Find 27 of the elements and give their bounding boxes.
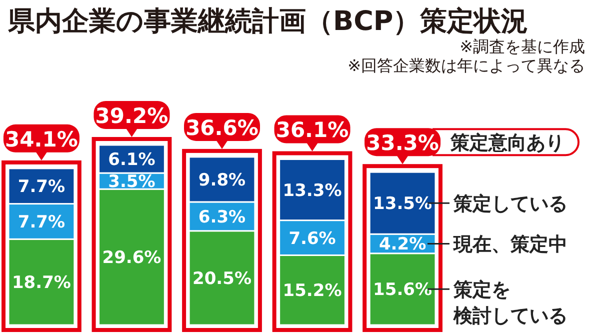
data-label: 7.6% [288, 228, 336, 249]
text: 策定意向あり [450, 132, 565, 154]
data-label: 7.7% [18, 177, 66, 198]
total-label: 36.1% [276, 118, 349, 142]
data-label: 13.3% [282, 180, 342, 201]
data-label: 7.7% [18, 212, 66, 232]
data-label: 9.8% [198, 170, 246, 190]
data-label: 18.7% [12, 273, 71, 294]
series-label: 現在、策定中 [452, 234, 568, 256]
text: ※回答企業数は年によって異なる [348, 56, 585, 75]
data-label: 13.5% [373, 194, 432, 214]
total-label: 39.2% [95, 104, 168, 128]
data-label: 4.2% [378, 234, 426, 255]
total-label: 33.3% [366, 131, 439, 156]
series-label: 策定を検討している [452, 279, 568, 328]
data-label: 15.2% [282, 281, 342, 302]
chart-title: 県内企業の事業継続計画（BCP）策定状況 [7, 6, 528, 37]
data-label: 15.6% [373, 280, 432, 300]
total-label: 36.6% [186, 116, 258, 140]
data-label: 20.5% [192, 268, 252, 289]
data-label: 3.5% [108, 172, 156, 192]
series-label: 策定している [452, 193, 568, 216]
total-label: 34.1% [5, 127, 78, 152]
data-label: 6.3% [198, 207, 246, 228]
data-label: 6.1% [108, 150, 156, 170]
data-label: 29.6% [102, 248, 162, 268]
text: ※調査を基に作成 [460, 37, 585, 56]
